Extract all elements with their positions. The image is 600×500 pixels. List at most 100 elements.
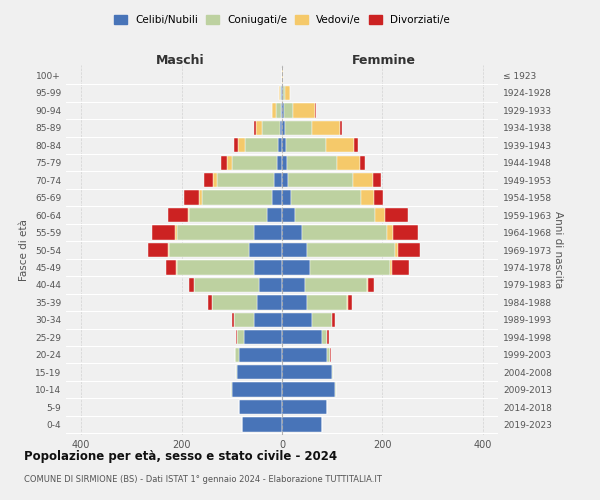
Bar bbox=[282, 208, 295, 222]
Bar bbox=[277, 156, 282, 170]
Bar bbox=[272, 190, 282, 205]
Bar bbox=[315, 103, 316, 118]
Bar bbox=[295, 208, 375, 222]
Bar bbox=[232, 156, 277, 170]
Bar bbox=[232, 382, 282, 397]
Bar bbox=[392, 260, 409, 274]
Bar bbox=[282, 173, 288, 188]
Bar bbox=[307, 295, 347, 310]
Text: COMUNE DI SIRMIONE (BS) - Dati ISTAT 1° gennaio 2024 - Elaborazione TUTTITALIA.I: COMUNE DI SIRMIONE (BS) - Dati ISTAT 1° … bbox=[24, 475, 382, 484]
Bar bbox=[254, 226, 282, 239]
Bar bbox=[239, 400, 282, 414]
Bar bbox=[169, 208, 188, 222]
Bar bbox=[360, 156, 365, 170]
Bar bbox=[236, 330, 237, 344]
Bar bbox=[262, 120, 280, 135]
Bar bbox=[232, 312, 234, 327]
Bar bbox=[280, 86, 281, 100]
Bar bbox=[168, 243, 169, 257]
Bar bbox=[337, 156, 360, 170]
Bar bbox=[291, 190, 361, 205]
Bar bbox=[245, 138, 278, 152]
Bar bbox=[176, 226, 254, 239]
Bar bbox=[274, 173, 282, 188]
Bar bbox=[282, 260, 310, 274]
Bar bbox=[184, 190, 199, 205]
Bar bbox=[166, 260, 176, 274]
Bar bbox=[282, 418, 322, 432]
Bar bbox=[282, 103, 284, 118]
Bar bbox=[256, 120, 262, 135]
Bar bbox=[234, 312, 254, 327]
Bar bbox=[234, 138, 238, 152]
Bar bbox=[348, 295, 352, 310]
Bar bbox=[282, 156, 287, 170]
Bar bbox=[148, 243, 168, 257]
Bar bbox=[254, 312, 282, 327]
Bar bbox=[340, 120, 342, 135]
Bar bbox=[212, 295, 257, 310]
Bar bbox=[332, 365, 333, 380]
Bar bbox=[242, 418, 282, 432]
Bar bbox=[231, 382, 232, 397]
Bar bbox=[237, 365, 282, 380]
Bar bbox=[353, 173, 373, 188]
Bar bbox=[237, 330, 244, 344]
Bar bbox=[254, 120, 256, 135]
Bar bbox=[390, 260, 392, 274]
Bar bbox=[374, 190, 383, 205]
Y-axis label: Anni di nascita: Anni di nascita bbox=[553, 212, 563, 288]
Bar bbox=[388, 226, 392, 239]
Bar bbox=[189, 208, 267, 222]
Bar bbox=[202, 190, 272, 205]
Bar bbox=[282, 243, 307, 257]
Bar bbox=[189, 278, 194, 292]
Bar bbox=[282, 348, 327, 362]
Bar bbox=[238, 138, 245, 152]
Bar bbox=[203, 173, 212, 188]
Text: Popolazione per età, sesso e stato civile - 2024: Popolazione per età, sesso e stato civil… bbox=[24, 450, 337, 463]
Bar bbox=[375, 208, 385, 222]
Bar bbox=[272, 103, 276, 118]
Bar bbox=[302, 226, 388, 239]
Bar bbox=[176, 260, 254, 274]
Bar bbox=[293, 103, 315, 118]
Bar bbox=[282, 190, 291, 205]
Bar bbox=[208, 295, 212, 310]
Bar bbox=[367, 278, 368, 292]
Text: Maschi: Maschi bbox=[156, 54, 205, 66]
Bar bbox=[284, 86, 290, 100]
Y-axis label: Fasce di età: Fasce di età bbox=[19, 219, 29, 281]
Bar bbox=[217, 173, 274, 188]
Bar bbox=[257, 295, 282, 310]
Bar bbox=[282, 226, 302, 239]
Bar bbox=[312, 120, 340, 135]
Bar bbox=[282, 382, 335, 397]
Bar bbox=[282, 295, 307, 310]
Bar bbox=[305, 278, 367, 292]
Bar bbox=[282, 400, 327, 414]
Bar bbox=[278, 138, 282, 152]
Bar bbox=[267, 208, 282, 222]
Bar bbox=[392, 226, 418, 239]
Bar bbox=[368, 278, 374, 292]
Bar bbox=[221, 156, 227, 170]
Bar bbox=[169, 243, 250, 257]
Bar bbox=[239, 348, 282, 362]
Bar bbox=[282, 138, 286, 152]
Bar bbox=[326, 138, 354, 152]
Bar bbox=[322, 330, 327, 344]
Bar bbox=[235, 348, 239, 362]
Bar bbox=[282, 312, 312, 327]
Bar bbox=[373, 173, 381, 188]
Bar bbox=[283, 86, 284, 100]
Bar bbox=[259, 278, 282, 292]
Bar bbox=[227, 156, 232, 170]
Bar bbox=[250, 243, 282, 257]
Bar bbox=[254, 260, 282, 274]
Bar bbox=[332, 312, 335, 327]
Bar bbox=[282, 330, 322, 344]
Bar bbox=[361, 190, 374, 205]
Bar bbox=[286, 138, 326, 152]
Bar bbox=[194, 278, 259, 292]
